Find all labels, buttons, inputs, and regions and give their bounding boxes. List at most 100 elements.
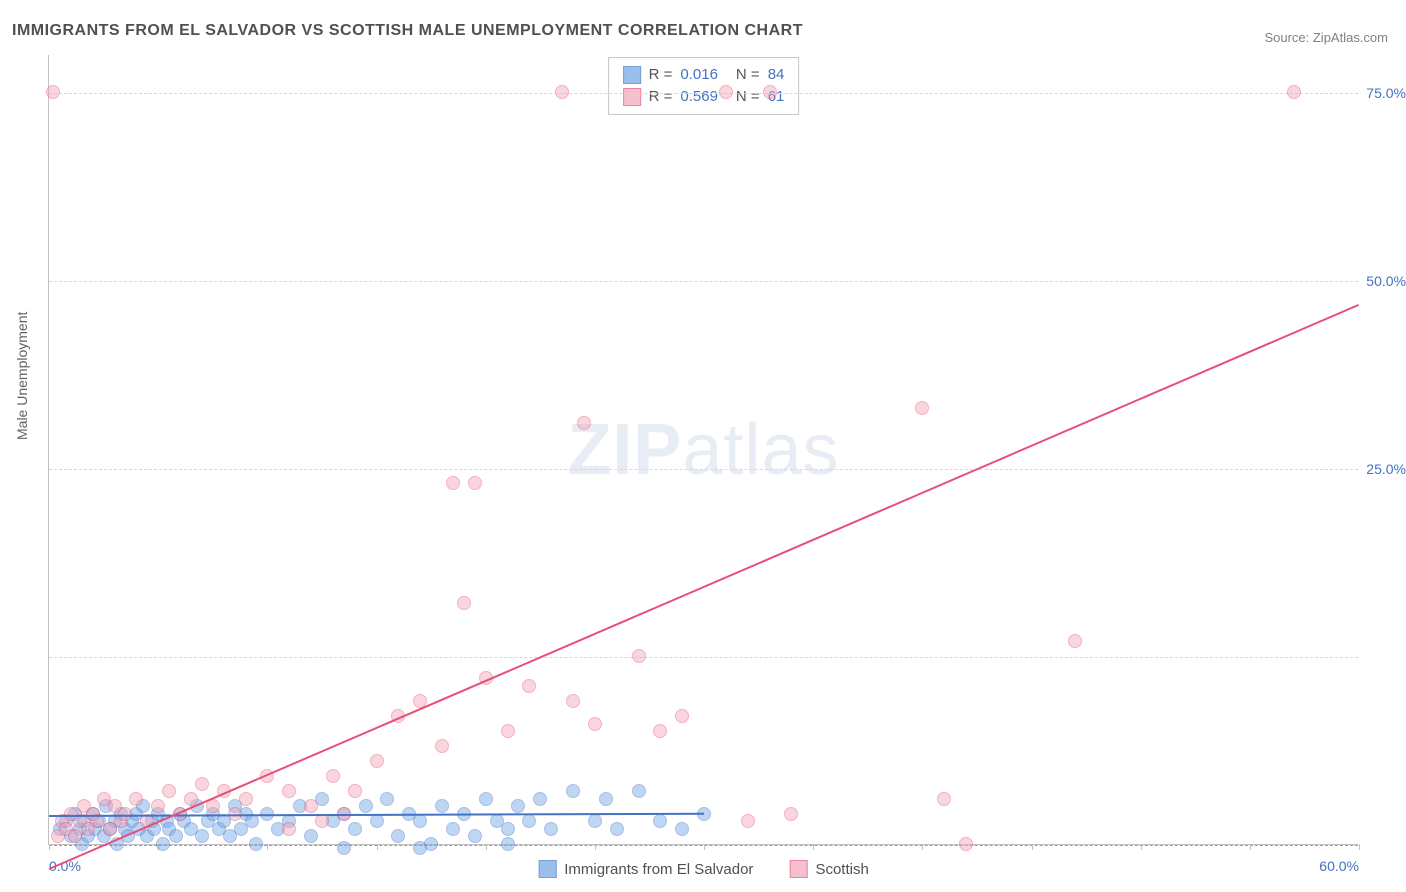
legend-item-series-1: Immigrants from El Salvador [538,860,753,878]
x-tick [1250,844,1251,850]
data-point [129,792,143,806]
gridline [49,93,1358,94]
data-point [413,841,427,855]
data-point [239,792,253,806]
gridline [49,469,1358,470]
gridline [49,281,1358,282]
y-tick-label: 25.0% [1366,461,1406,477]
data-point [348,784,362,798]
data-point [632,784,646,798]
data-point [959,837,973,851]
data-point [435,799,449,813]
data-point [511,799,525,813]
legend-item-series-2: Scottish [789,860,868,878]
data-point [675,709,689,723]
x-tick [1032,844,1033,850]
y-tick-label: 50.0% [1366,273,1406,289]
data-point [68,829,82,843]
data-point [937,792,951,806]
data-point [719,85,733,99]
legend-swatch-series-2 [623,88,641,106]
data-point [169,829,183,843]
data-point [544,822,558,836]
data-point [195,777,209,791]
data-point [315,814,329,828]
legend-swatch-series-1 [623,66,641,84]
data-point [741,814,755,828]
data-point [501,822,515,836]
data-point [348,822,362,836]
data-point [522,814,536,828]
data-point [675,822,689,836]
data-point [435,739,449,753]
data-point [1287,85,1301,99]
legend-swatch-series-1 [538,860,556,878]
r-value-series-1: 0.016 [680,64,718,86]
data-point [588,814,602,828]
data-point [522,679,536,693]
data-point [446,476,460,490]
data-point [162,784,176,798]
data-point [566,784,580,798]
data-point [359,799,373,813]
data-point [151,799,165,813]
data-point [304,799,318,813]
x-tick [813,844,814,850]
data-point [282,784,296,798]
data-point [468,829,482,843]
gridline [49,657,1358,658]
x-tick [922,844,923,850]
y-tick-label: 75.0% [1366,85,1406,101]
plot-area: ZIPatlas R = 0.016 N = 84 R = 0.569 N = … [48,55,1358,845]
data-point [46,85,60,99]
data-point [533,792,547,806]
chart-title: IMMIGRANTS FROM EL SALVADOR VS SCOTTISH … [12,22,803,40]
data-point [653,814,667,828]
data-point [370,814,384,828]
x-tick [704,844,705,850]
data-point [304,829,318,843]
x-tick [1359,844,1360,850]
x-tick [1141,844,1142,850]
legend-swatch-series-2 [789,860,807,878]
source-attribution: Source: ZipAtlas.com [1264,30,1388,45]
data-point [446,822,460,836]
series-legend: Immigrants from El Salvador Scottish [538,860,869,878]
data-point [479,792,493,806]
data-point [501,837,515,851]
data-point [632,649,646,663]
r-value-series-2: 0.569 [680,86,718,108]
x-tick [486,844,487,850]
legend-label-series-2: Scottish [815,861,868,878]
data-point [588,717,602,731]
data-point [610,822,624,836]
data-point [391,829,405,843]
data-point [326,769,340,783]
r-label: R = [649,64,673,86]
data-point [915,401,929,415]
data-point [468,476,482,490]
x-tick [595,844,596,850]
data-point [380,792,394,806]
data-point [370,754,384,768]
x-tick [377,844,378,850]
data-point [653,724,667,738]
data-point [501,724,515,738]
watermark-light: atlas [682,410,839,490]
y-axis-label: Male Unemployment [14,312,30,440]
r-label: R = [649,86,673,108]
data-point [337,841,351,855]
x-tick-label: 60.0% [1319,858,1359,874]
data-point [1068,634,1082,648]
data-point [245,814,259,828]
x-tick [49,844,50,850]
legend-label-series-1: Immigrants from El Salvador [564,861,753,878]
trend-line [49,303,1360,869]
data-point [763,85,777,99]
data-point [156,837,170,851]
data-point [249,837,263,851]
data-point [577,416,591,430]
legend-row-series-2: R = 0.569 N = 61 [623,86,785,108]
data-point [195,829,209,843]
data-point [282,822,296,836]
